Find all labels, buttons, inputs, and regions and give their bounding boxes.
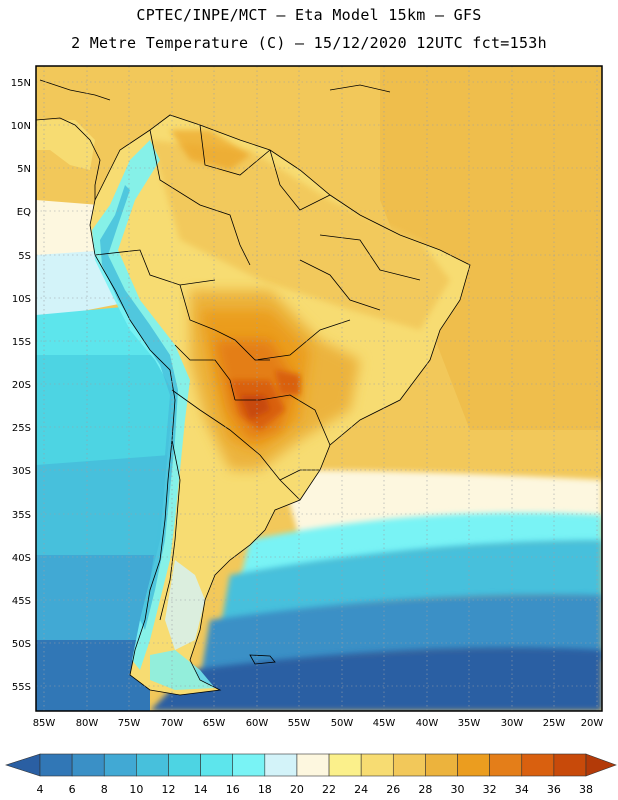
country-borders <box>89 114 471 696</box>
colorbar-tick-label: 32 <box>483 783 497 796</box>
colorbar-arrow-low <box>5 753 41 777</box>
colorbar-swatch <box>425 753 458 777</box>
colorbar-swatch <box>264 753 298 777</box>
lon-label: 40W <box>416 718 439 729</box>
lat-label: 5S <box>18 251 31 262</box>
colorbar-swatch <box>168 753 201 777</box>
lat-label: 10N <box>11 121 31 132</box>
lon-label: 35W <box>458 718 481 729</box>
colorbar-tick-label: 18 <box>258 783 272 796</box>
lat-label: 50S <box>12 639 31 650</box>
lon-label: 45W <box>373 718 396 729</box>
temperature-field <box>36 66 602 711</box>
map-frame <box>35 65 603 712</box>
lat-label: 35S <box>12 510 31 521</box>
temperature-colorbar: 4 6 8 10 12 14 16 18 20 22 24 26 28 30 32 34 36 38 <box>5 753 617 796</box>
lat-label: 45S <box>12 596 31 607</box>
lon-label: 80W <box>76 718 99 729</box>
colorbar-swatch <box>296 753 330 777</box>
lon-label: 50W <box>331 718 354 729</box>
colorbar-tick-label: 28 <box>418 783 432 796</box>
longitude-labels: 85W 80W 75W 70W 65W 60W 55W 50W 45W 40W … <box>33 718 604 729</box>
latitude-labels: 15N 10N 5N EQ 5S 10S 15S 20S 25S 30S 35S… <box>11 78 31 693</box>
lat-label: 10S <box>12 294 31 305</box>
lon-label: 55W <box>288 718 311 729</box>
colorbar-tick-label: 24 <box>354 783 368 796</box>
colorbar-swatch <box>136 753 169 777</box>
lat-label: EQ <box>17 207 31 218</box>
colorbar-swatch <box>71 753 105 777</box>
colorbar-swatch <box>392 753 426 777</box>
lon-label: 60W <box>246 718 269 729</box>
colorbar-tick-label: 20 <box>290 783 304 796</box>
colorbar-swatch <box>489 753 523 777</box>
title-line-2: 2 Metre Temperature (C) – 15/12/2020 12U… <box>71 34 547 52</box>
lon-label: 25W <box>543 718 566 729</box>
title-line-1: CPTEC/INPE/MCT – Eta Model 15km – GFS <box>136 6 482 24</box>
colorbar-tick-label: 6 <box>69 783 76 796</box>
colorbar-tick-label: 4 <box>37 783 44 796</box>
colorbar-tick-label: 10 <box>129 783 143 796</box>
colorbar-tick-label: 16 <box>226 783 240 796</box>
lon-label: 65W <box>203 718 226 729</box>
lat-label: 5N <box>17 164 31 175</box>
lat-label: 40S <box>12 553 31 564</box>
colorbar-tick-label: 36 <box>547 783 561 796</box>
colorbar-tick-label: 14 <box>194 783 208 796</box>
colorbar-swatch <box>200 753 234 777</box>
lat-label: 15S <box>12 337 31 348</box>
colorbar-swatch <box>457 753 490 777</box>
colorbar-swatch <box>328 753 362 777</box>
lat-label: 15N <box>11 78 31 89</box>
colorbar-arrow-high <box>585 753 617 777</box>
lon-label: 70W <box>161 718 184 729</box>
colorbar-tick-label: 34 <box>515 783 529 796</box>
colorbar-swatch <box>521 753 555 777</box>
lat-label: 25S <box>12 423 31 434</box>
colorbar-tick-label: 26 <box>386 783 400 796</box>
lon-label: 75W <box>118 718 141 729</box>
colorbar-swatch <box>39 753 73 777</box>
lon-label: 20W <box>581 718 604 729</box>
lat-label: 55S <box>12 682 31 693</box>
colorbar-tick-label: 38 <box>579 783 593 796</box>
lat-label: 30S <box>12 466 31 477</box>
lon-label: 85W <box>33 718 56 729</box>
colorbar-tick-label: 12 <box>161 783 175 796</box>
colorbar-swatch <box>232 753 266 777</box>
lat-label: 20S <box>12 380 31 391</box>
colorbar-tick-label: 8 <box>101 783 108 796</box>
colorbar-swatch <box>103 753 137 777</box>
colorbar-swatch <box>360 753 394 777</box>
lon-label: 30W <box>501 718 524 729</box>
colorbar-swatch <box>553 753 587 777</box>
colorbar-tick-label: 22 <box>322 783 336 796</box>
colorbar-tick-label: 30 <box>451 783 465 796</box>
